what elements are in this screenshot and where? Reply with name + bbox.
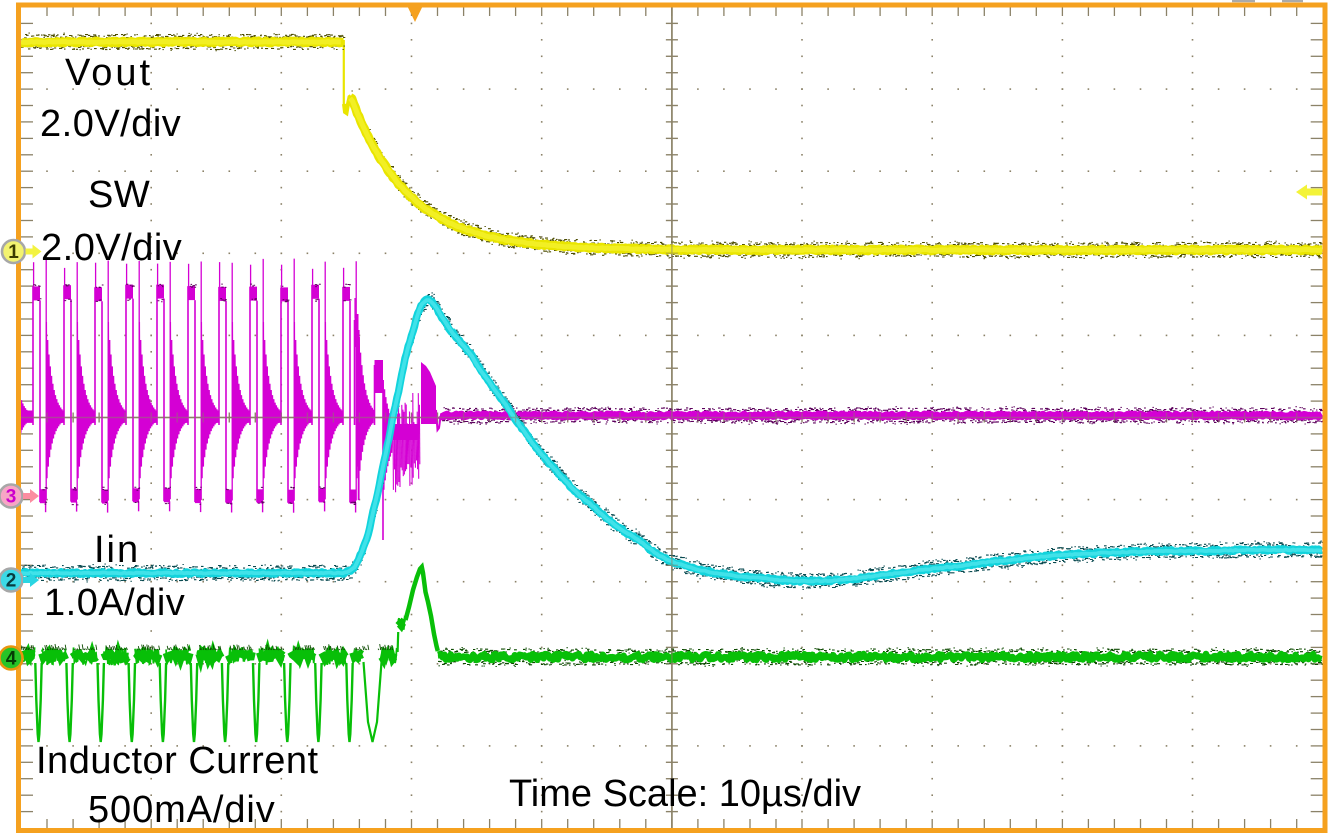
svg-text:Iin: Iin xyxy=(94,529,140,571)
svg-text:3: 3 xyxy=(6,487,17,508)
svg-text:SW: SW xyxy=(88,174,150,216)
svg-text:2: 2 xyxy=(6,571,17,592)
svg-text:500mA/div: 500mA/div xyxy=(88,789,276,831)
svg-text:1.0A/div: 1.0A/div xyxy=(44,582,185,624)
svg-text:Time Scale: 10µs/div: Time Scale: 10µs/div xyxy=(509,773,861,815)
svg-text:2.0V/div: 2.0V/div xyxy=(40,103,181,145)
svg-text:2.0V/div: 2.0V/div xyxy=(41,227,182,269)
svg-text:Inductor Current: Inductor Current xyxy=(36,740,319,782)
svg-text:4: 4 xyxy=(6,649,17,670)
svg-text:1: 1 xyxy=(8,242,19,263)
svg-text:Vout: Vout xyxy=(65,52,153,94)
